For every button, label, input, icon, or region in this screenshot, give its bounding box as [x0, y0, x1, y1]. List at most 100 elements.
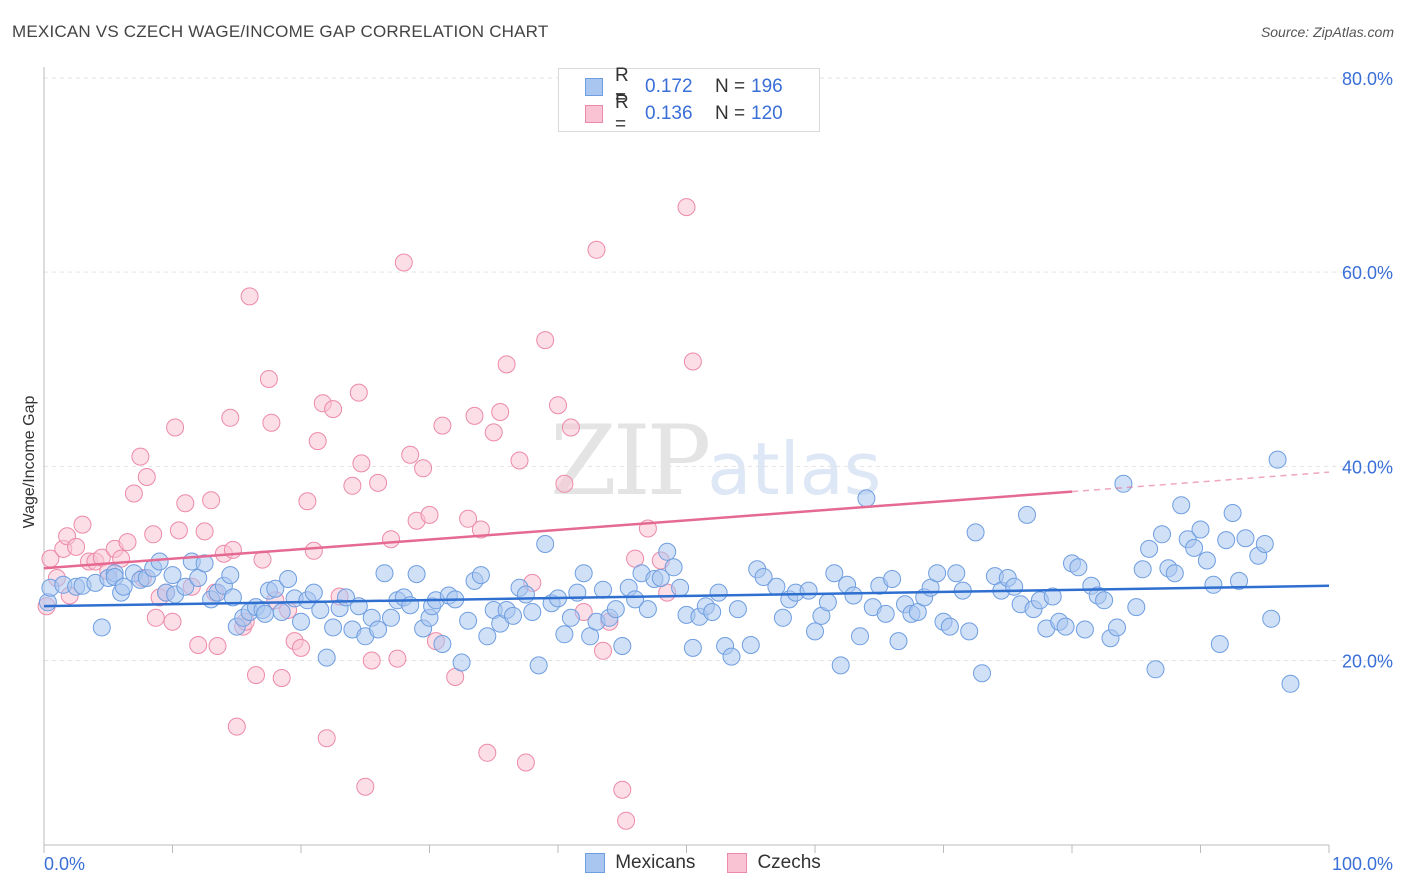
watermark-atlas: atlas [707, 427, 882, 511]
point-czechs [131, 447, 150, 466]
point-mexicans [1043, 587, 1062, 606]
point-mexicans [555, 625, 574, 644]
point-mexicans [324, 618, 343, 637]
point-czechs [401, 445, 420, 464]
point-czechs [352, 454, 371, 473]
point-czechs [247, 666, 265, 685]
point-czechs [587, 240, 606, 259]
point-czechs [259, 370, 278, 388]
point-czechs [414, 459, 433, 478]
point-mexicans [940, 617, 959, 636]
point-mexicans [626, 590, 645, 609]
point-mexicans [851, 627, 869, 646]
point-czechs [240, 287, 259, 306]
point-czechs [208, 637, 227, 655]
point-czechs [137, 468, 156, 486]
point-mexicans [1197, 551, 1216, 570]
point-mexicans [876, 604, 895, 623]
point-mexicans [728, 600, 747, 619]
legend-r-label: R = [615, 65, 629, 108]
point-mexicans [928, 564, 947, 583]
point-mexicans [561, 608, 580, 627]
point-mexicans [1210, 635, 1229, 653]
point-czechs [227, 717, 246, 736]
series-legend-mexicans: Mexicans [585, 852, 695, 874]
point-czechs [292, 638, 310, 657]
point-mexicans [459, 611, 478, 630]
legend-r-value: 0.136 [645, 103, 693, 124]
point-mexicans [651, 569, 670, 587]
point-czechs [362, 651, 381, 670]
series-legend-czechs: Czechs [727, 852, 821, 874]
point-czechs [298, 492, 317, 511]
point-mexicans [606, 600, 625, 619]
point-czechs [166, 418, 185, 437]
point-mexicans [1172, 496, 1191, 515]
point-czechs [683, 352, 702, 371]
y-axis-title: Wage/Income Gap [21, 396, 38, 529]
point-mexicans [818, 593, 837, 612]
point-czechs [420, 505, 439, 524]
point-czechs [195, 522, 214, 541]
point-mexicans [857, 489, 876, 508]
point-mexicans [1223, 504, 1242, 522]
point-mexicans [529, 656, 548, 675]
point-mexicans [407, 565, 426, 584]
legend-n-value: 120 [751, 103, 783, 124]
point-mexicans [1236, 529, 1255, 548]
point-mexicans [773, 608, 792, 627]
series-label-mexicans: Mexicans [615, 852, 696, 873]
point-czechs [677, 198, 696, 217]
legend-n-label: N = [715, 103, 746, 124]
legend-swatch-czechs [585, 105, 603, 123]
point-czechs [221, 408, 240, 427]
trend-line-mexicans [43, 584, 1330, 608]
point-mexicans [960, 622, 979, 641]
point-czechs [308, 432, 327, 451]
point-czechs [118, 533, 137, 552]
point-mexicans [452, 653, 471, 672]
point-czechs [317, 729, 336, 748]
point-czechs [617, 811, 636, 830]
point-czechs [471, 520, 490, 539]
point-mexicans [664, 558, 683, 577]
point-mexicans [369, 620, 388, 639]
point-mexicans [279, 570, 298, 588]
point-mexicans [536, 535, 555, 553]
point-czechs [594, 641, 612, 660]
stats-legend: R = 0.172 N = 196 R = 0.136 N = 120 [558, 65, 820, 135]
point-mexicans [658, 542, 677, 561]
point-mexicans [523, 603, 542, 621]
point-mexicans [1056, 617, 1075, 636]
point-czechs [394, 253, 413, 272]
legend-n-label: N = [715, 76, 746, 97]
series-legend: Mexicans Czechs [0, 852, 1406, 874]
series-swatch-czechs [727, 853, 748, 873]
point-czechs [189, 636, 208, 654]
point-mexicans [382, 608, 400, 627]
point-czechs [478, 743, 497, 762]
point-czechs [510, 451, 529, 470]
point-mexicans [176, 577, 195, 596]
point-mexicans [844, 586, 863, 605]
point-mexicans [722, 647, 741, 666]
point-mexicans [683, 638, 702, 657]
point-mexicans [594, 580, 612, 599]
point-mexicans [973, 664, 991, 683]
point-mexicans [221, 566, 240, 585]
point-mexicans [1075, 620, 1094, 639]
point-czechs [459, 509, 478, 528]
point-czechs [144, 525, 163, 544]
point-mexicans [966, 523, 985, 542]
point-mexicans [1153, 525, 1171, 544]
point-mexicans [806, 622, 824, 641]
point-mexicans [1108, 618, 1126, 637]
point-czechs [382, 530, 400, 549]
point-mexicans [703, 603, 722, 621]
point-mexicans [223, 588, 242, 607]
point-czechs [356, 777, 375, 796]
point-czechs [369, 473, 388, 492]
point-mexicans [1262, 609, 1281, 628]
point-mexicans [889, 632, 908, 651]
point-mexicans [266, 579, 285, 598]
